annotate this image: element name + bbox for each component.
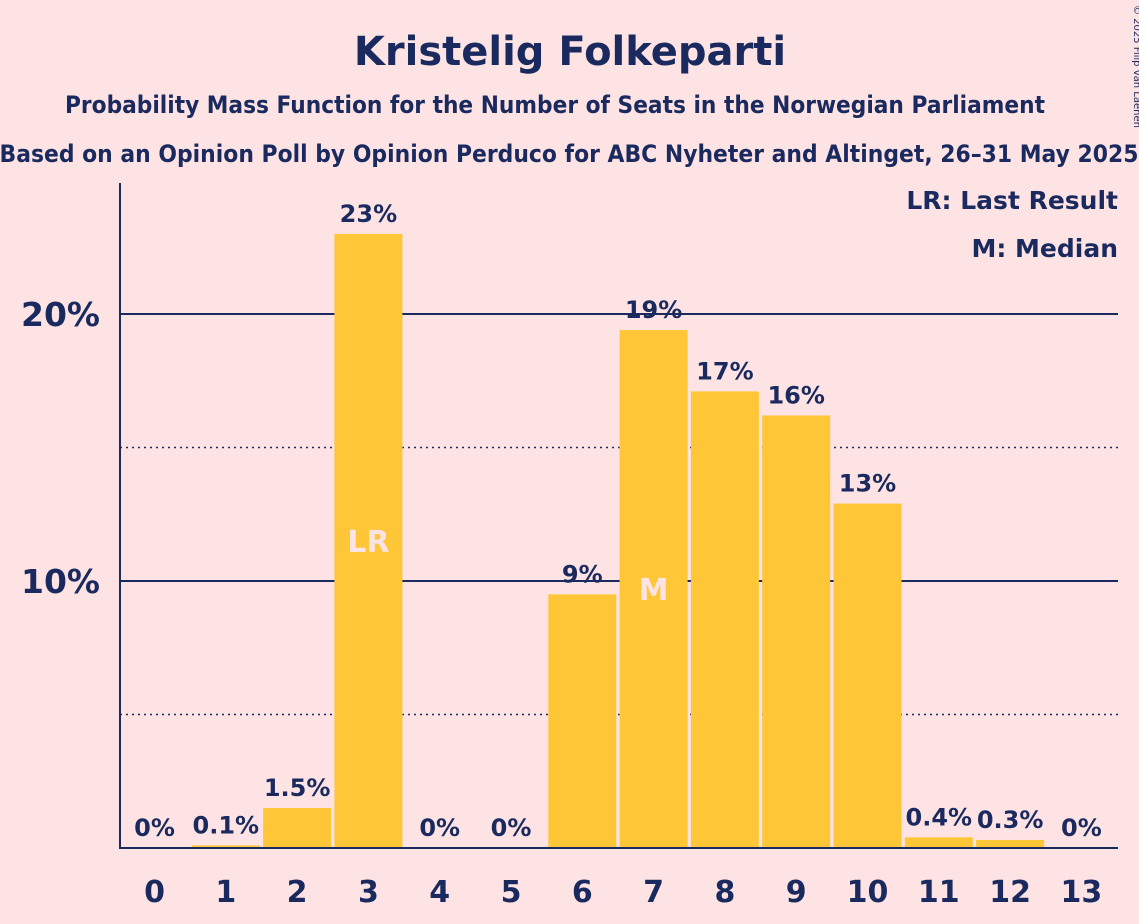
data-label: 13% [839,470,896,498]
data-label: 0.4% [906,803,973,831]
data-label: 0% [491,814,532,842]
bar [976,839,1045,848]
data-label: 0.3% [977,806,1044,834]
x-axis-ticks: 0 1 2 3 4 5 6 7 8 9 10 11 12 13 [144,875,1102,910]
y-axis-ticks: 10% 20% [21,295,100,601]
bar [619,330,688,848]
data-label: 9% [562,560,603,588]
chart-title: Kristelig Folkeparti [354,29,786,75]
x-tick-label: 0 [144,875,165,910]
data-label: 17% [696,357,753,385]
x-tick-label: 7 [643,875,664,910]
bar [762,415,831,848]
bar [833,503,902,848]
x-tick-label: 3 [358,875,379,910]
x-tick-label: 8 [714,875,735,910]
x-tick-label: 1 [215,875,236,910]
y-tick-label: 10% [21,562,100,601]
x-tick-label: 5 [501,875,522,910]
legend-last-result: LR: Last Result [906,186,1118,215]
data-label: 0% [134,814,175,842]
bar [548,594,617,848]
bar [334,233,403,848]
data-label: 0% [419,814,460,842]
bar [191,845,260,848]
data-label: 0.1% [193,811,260,839]
bars [191,233,1045,848]
data-labels: 0% 0.1%1.5% 23% 0% 0% 9% 19% 17% 16% 13% 0.4% 0.3% 0… [134,200,1102,842]
x-tick-label: 13 [1061,875,1103,910]
y-tick-label: 20% [21,295,100,334]
data-label: 0% [1061,814,1102,842]
bar [263,807,332,848]
median-marker: M [639,573,669,608]
x-tick-label: 6 [572,875,593,910]
x-tick-label: 4 [429,875,450,910]
data-label: 1.5% [264,774,331,802]
chart-source-subtitle: Based on an Opinion Poll by Opinion Perd… [0,140,1139,168]
bar [690,391,759,848]
legend-median: M: Median [971,234,1118,263]
data-label: 23% [340,200,397,228]
chart-subtitle: Probability Mass Function for the Number… [65,91,1045,119]
x-tick-label: 11 [918,875,960,910]
gridlines [120,313,1118,716]
data-label: 19% [625,296,682,324]
x-tick-label: 12 [989,875,1031,910]
data-label: 16% [767,381,824,409]
x-tick-label: 9 [786,875,807,910]
last-result-marker: LR [347,525,389,560]
x-tick-label: 10 [847,875,889,910]
x-tick-label: 2 [287,875,308,910]
bar [904,837,973,848]
copyright-text: © 2025 Filip van Laenen [1131,5,1139,128]
